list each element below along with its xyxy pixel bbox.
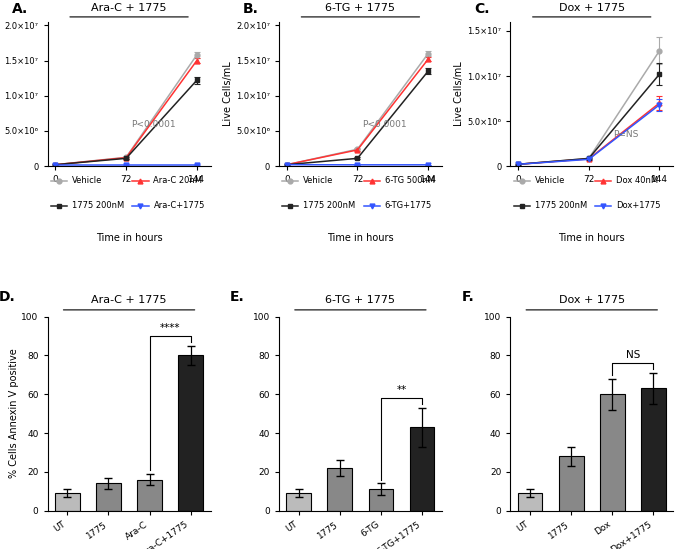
Bar bbox=[96, 484, 121, 511]
Text: 6-TG 500nM: 6-TG 500nM bbox=[385, 176, 435, 185]
Text: Time in hours: Time in hours bbox=[96, 233, 163, 243]
Text: B.: B. bbox=[243, 2, 259, 16]
Text: Ara-C 20nM: Ara-C 20nM bbox=[154, 176, 203, 185]
Bar bbox=[559, 456, 583, 511]
Bar bbox=[178, 355, 203, 511]
Text: Dox+1775: Dox+1775 bbox=[616, 201, 661, 210]
Bar bbox=[369, 489, 393, 511]
Text: Time in hours: Time in hours bbox=[327, 233, 394, 243]
Bar bbox=[517, 493, 543, 511]
Y-axis label: Live Cells/mL: Live Cells/mL bbox=[0, 61, 2, 126]
Text: Vehicle: Vehicle bbox=[303, 176, 334, 185]
Text: Ara-C + 1775: Ara-C + 1775 bbox=[91, 295, 167, 305]
Text: 1775 200nM: 1775 200nM bbox=[72, 201, 124, 210]
Text: C.: C. bbox=[475, 2, 490, 16]
Bar bbox=[641, 389, 666, 511]
Text: Ara-C + 1775: Ara-C + 1775 bbox=[91, 3, 167, 13]
Bar bbox=[286, 493, 311, 511]
Text: Vehicle: Vehicle bbox=[72, 176, 103, 185]
Text: 6-TG+1775: 6-TG+1775 bbox=[385, 201, 432, 210]
Text: Vehicle: Vehicle bbox=[534, 176, 565, 185]
Text: NS: NS bbox=[626, 350, 640, 360]
Bar bbox=[137, 479, 162, 511]
Text: P<0.0001: P<0.0001 bbox=[362, 120, 407, 130]
Text: E.: E. bbox=[230, 289, 245, 304]
Text: 6-TG + 1775: 6-TG + 1775 bbox=[326, 295, 395, 305]
Y-axis label: % Cells Annexin V positive: % Cells Annexin V positive bbox=[9, 349, 18, 479]
Text: Time in hours: Time in hours bbox=[558, 233, 625, 243]
Text: Dox 40nM: Dox 40nM bbox=[616, 176, 658, 185]
Text: Ara-C+1775: Ara-C+1775 bbox=[154, 201, 205, 210]
Text: 1775 200nM: 1775 200nM bbox=[303, 201, 356, 210]
Y-axis label: Live Cells/mL: Live Cells/mL bbox=[223, 61, 233, 126]
Text: Dox + 1775: Dox + 1775 bbox=[559, 295, 625, 305]
Text: A.: A. bbox=[12, 2, 28, 16]
Text: 6-TG + 1775: 6-TG + 1775 bbox=[326, 3, 395, 13]
Text: P<0.0001: P<0.0001 bbox=[131, 120, 176, 130]
Text: Dox + 1775: Dox + 1775 bbox=[559, 3, 625, 13]
Bar bbox=[328, 468, 352, 511]
Text: P=NS: P=NS bbox=[613, 130, 639, 139]
Text: **: ** bbox=[396, 385, 407, 395]
Bar bbox=[55, 493, 80, 511]
Y-axis label: Live Cells/mL: Live Cells/mL bbox=[454, 61, 464, 126]
Text: D.: D. bbox=[0, 289, 16, 304]
Bar bbox=[410, 427, 435, 511]
Text: F.: F. bbox=[462, 289, 474, 304]
Text: 1775 200nM: 1775 200nM bbox=[534, 201, 587, 210]
Bar bbox=[600, 394, 625, 511]
Text: ****: **** bbox=[160, 323, 180, 333]
